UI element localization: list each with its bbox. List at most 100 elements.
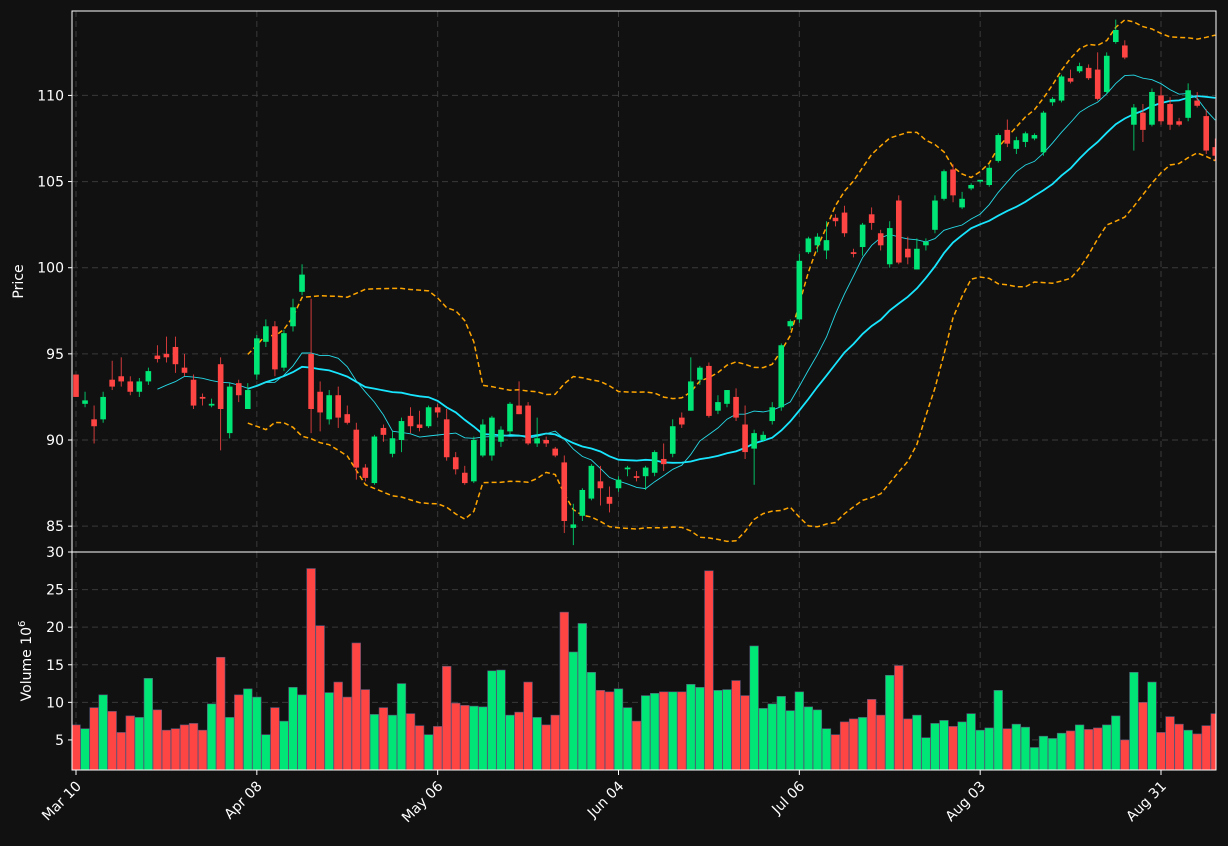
candle xyxy=(715,395,721,415)
candle-body xyxy=(91,419,97,427)
candle-body xyxy=(706,365,712,416)
candle xyxy=(597,465,604,506)
candle xyxy=(986,164,993,187)
candle xyxy=(733,388,739,422)
candle xyxy=(724,390,730,408)
candle xyxy=(118,357,125,387)
candle xyxy=(1158,86,1164,125)
candle xyxy=(317,381,323,432)
volume-bar xyxy=(451,702,461,770)
candle-body xyxy=(489,417,495,456)
volume-bar xyxy=(731,680,741,770)
candle xyxy=(1040,110,1047,156)
candle-body xyxy=(317,391,323,413)
candle-body xyxy=(344,414,351,423)
candle xyxy=(968,183,974,191)
volume-bar xyxy=(433,726,443,770)
candle-body xyxy=(823,240,830,251)
candle-body xyxy=(516,405,522,415)
candle-body xyxy=(208,403,215,406)
candle-body xyxy=(498,429,504,442)
candle xyxy=(290,298,296,332)
volume-bar xyxy=(89,707,99,770)
candle xyxy=(941,169,947,201)
volume-bar xyxy=(704,570,714,770)
volume-bar xyxy=(1093,727,1103,770)
volume-tick-label: 15 xyxy=(46,658,64,674)
candle xyxy=(208,398,215,408)
volume-bar xyxy=(1020,726,1031,770)
volume-bar xyxy=(695,687,705,770)
candle xyxy=(100,391,106,423)
volume-bar xyxy=(1074,724,1085,770)
candle-body xyxy=(1140,112,1146,130)
candle xyxy=(407,407,414,434)
volume-bar xyxy=(948,726,958,770)
candle-body xyxy=(895,200,902,263)
candle xyxy=(868,207,875,230)
candle xyxy=(145,367,152,385)
candle xyxy=(642,465,649,490)
candle-body xyxy=(1040,112,1047,153)
candle-body xyxy=(299,274,305,292)
candle-body xyxy=(1149,91,1155,125)
candle xyxy=(787,319,794,330)
candle-body xyxy=(660,458,667,465)
volume-bar xyxy=(577,623,587,770)
volume-bar xyxy=(351,642,361,770)
candle xyxy=(895,195,902,265)
volume-bar xyxy=(333,681,343,770)
candle-body xyxy=(326,395,332,420)
candle-body xyxy=(760,434,766,441)
volume-bar xyxy=(342,696,352,770)
candle-body xyxy=(814,236,821,246)
candle xyxy=(1085,64,1092,80)
volume-bar xyxy=(72,724,81,770)
candle-body xyxy=(461,472,468,484)
candle-body xyxy=(787,321,794,327)
volume-bar xyxy=(170,728,181,770)
candle xyxy=(82,391,88,408)
candle xyxy=(877,229,884,251)
candle-body xyxy=(425,407,432,427)
candle-body xyxy=(606,496,613,504)
candle xyxy=(425,405,432,428)
volume-bar xyxy=(1138,702,1148,770)
volume-bar xyxy=(1129,671,1139,770)
candle-body xyxy=(389,438,396,454)
candle-body xyxy=(1167,104,1173,125)
candle xyxy=(136,377,143,397)
candle xyxy=(299,264,305,296)
candle xyxy=(841,205,848,237)
volume-tick-label: 25 xyxy=(46,583,64,599)
candle xyxy=(154,345,161,363)
volume-bar xyxy=(225,717,235,770)
volume-bar xyxy=(1120,739,1130,770)
candle-body xyxy=(724,390,730,404)
candle-body xyxy=(335,395,342,418)
candle xyxy=(1031,133,1038,141)
candle xyxy=(534,417,540,447)
candle xyxy=(217,357,224,451)
candles xyxy=(73,19,1216,546)
candle xyxy=(923,238,929,251)
candle xyxy=(1203,109,1210,155)
volume-bar xyxy=(722,689,732,770)
candle-body xyxy=(778,345,785,408)
candle-body xyxy=(371,436,378,484)
candle-body xyxy=(263,326,269,342)
price-tick-label: 100 xyxy=(37,261,64,277)
volume-bar xyxy=(912,714,922,770)
volume-bar xyxy=(821,728,832,770)
volume-bar xyxy=(640,695,651,770)
candle xyxy=(507,402,513,435)
candle-body xyxy=(452,457,459,470)
candle xyxy=(1103,52,1110,94)
candle-body xyxy=(932,200,938,230)
volume-bar xyxy=(1047,738,1058,770)
candle xyxy=(932,195,938,234)
price-y-axis: 85 90 95 100 105 110 xyxy=(37,88,72,535)
candle xyxy=(91,405,97,444)
volume-bar xyxy=(1111,715,1121,770)
candle-body xyxy=(1004,129,1011,144)
